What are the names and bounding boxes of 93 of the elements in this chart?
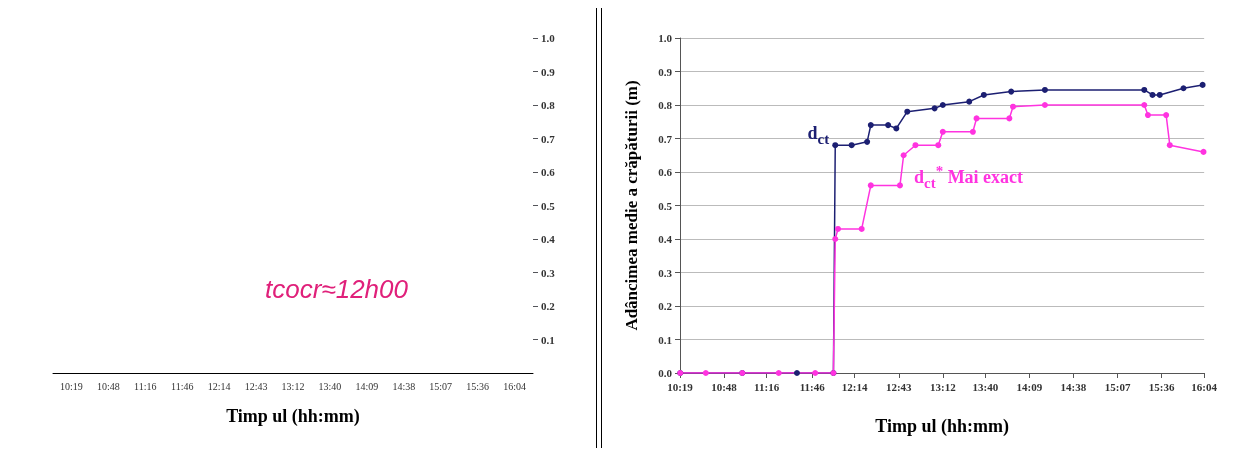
x-tick-label: 12:43 (885, 380, 913, 393)
y-tick-label: 0.2 (658, 300, 673, 312)
point (1041, 86, 1048, 93)
x-tick-label: 10:19 (60, 380, 83, 392)
x-tick-label: 16:04 (1191, 380, 1218, 393)
y-tick-label: 0.1 (658, 333, 672, 346)
point (912, 142, 919, 149)
point (896, 182, 903, 189)
x-tick-label: 15:36 (1148, 380, 1175, 393)
point (1141, 86, 1148, 93)
point (1163, 112, 1170, 119)
point (1144, 112, 1151, 119)
y-tick-label: 1.0 (541, 32, 556, 44)
point (980, 91, 987, 98)
point (1008, 88, 1015, 95)
y-tick-label: 0.8 (658, 99, 673, 111)
x-tick-label: 14:38 (1060, 380, 1087, 393)
point (834, 225, 841, 232)
point (832, 236, 839, 242)
x-tick-label: 10:48 (96, 380, 120, 392)
point (848, 142, 855, 149)
point (966, 98, 973, 105)
y-tick-label: 1.0 (658, 32, 673, 44)
y-tick-label: 0.4 (658, 233, 673, 245)
point (935, 142, 942, 149)
y-tick-label: 0.5 (541, 199, 556, 212)
y-tick-label: 0.3 (541, 266, 556, 279)
point (867, 122, 874, 129)
y-tick-label: 0.9 (541, 65, 556, 78)
point (900, 152, 907, 159)
point (969, 128, 976, 135)
point (1180, 85, 1187, 92)
point (1156, 91, 1163, 98)
point (1010, 103, 1017, 110)
x-tick-label: 14:38 (392, 380, 416, 392)
point (1199, 81, 1206, 88)
annotation: tcocr≈12h00 (265, 274, 409, 304)
y-tick-label: 0.5 (658, 199, 673, 212)
series-label: d$_{ct}$ (807, 123, 830, 148)
x-tick-label: 11:46 (171, 380, 194, 392)
point (867, 182, 874, 189)
x-tick-label: 12:14 (841, 380, 868, 393)
point (973, 115, 980, 122)
point (904, 108, 911, 115)
x-tick-label: 15:07 (429, 380, 453, 392)
point (885, 122, 892, 129)
y-tick-label: 0.6 (658, 166, 673, 178)
x-tick-label: 11:16 (134, 380, 157, 392)
y-tick-label: 0.4 (541, 233, 556, 245)
y-tick-label: 0.3 (658, 266, 673, 279)
y-tick-label: 0.0 (658, 367, 673, 379)
point (1041, 102, 1048, 108)
x-tick-label: 13:12 (281, 380, 305, 392)
point (1149, 91, 1156, 98)
point (832, 142, 839, 149)
x-tick-label: 13:40 (318, 380, 342, 392)
x-axis-title: Timp ul (hh:mm) (226, 406, 360, 427)
y-axis-title: Adâncimea medie a crăpăturii (m) (622, 80, 641, 331)
y-tick-label: 0.1 (541, 333, 555, 346)
y-tick-label: 0.2 (541, 300, 556, 312)
point (939, 128, 946, 135)
x-tick-label: 12:43 (244, 380, 268, 392)
point (1200, 148, 1207, 155)
x-tick-label: 15:36 (466, 380, 490, 392)
point (858, 225, 865, 232)
x-tick-label: 16:04 (503, 380, 526, 392)
point (939, 102, 946, 108)
x-tick-label: 15:07 (1104, 380, 1131, 393)
point (812, 370, 819, 376)
point (793, 370, 800, 376)
x-tick-label: 11:16 (754, 380, 780, 393)
point (775, 370, 782, 376)
point (864, 138, 871, 145)
point (1006, 115, 1013, 122)
y-tick-label: 0.6 (541, 166, 556, 178)
series-label: d$_{ct}$$^{*}$ Mai exact (913, 163, 1024, 192)
y-tick-label: 0.8 (541, 99, 556, 111)
x-tick-label: 13:40 (972, 380, 999, 393)
y-tick-label: 0.7 (541, 132, 556, 145)
x-tick-label: 11:46 (799, 380, 826, 393)
y-tick-label: 0.9 (658, 65, 673, 78)
x-axis-title: Timp ul (hh:mm) (875, 416, 1009, 437)
x-tick-label: 12:14 (207, 380, 231, 392)
point (931, 105, 938, 112)
point (1166, 142, 1173, 149)
x-tick-label: 10:19 (667, 380, 694, 393)
x-tick-label: 10:48 (711, 380, 738, 393)
y-tick-label: 0.7 (658, 132, 673, 145)
point (702, 370, 709, 376)
point (1141, 102, 1148, 108)
x-tick-label: 14:09 (355, 380, 379, 392)
x-tick-label: 14:09 (1016, 380, 1043, 393)
x-tick-label: 13:12 (929, 380, 957, 393)
